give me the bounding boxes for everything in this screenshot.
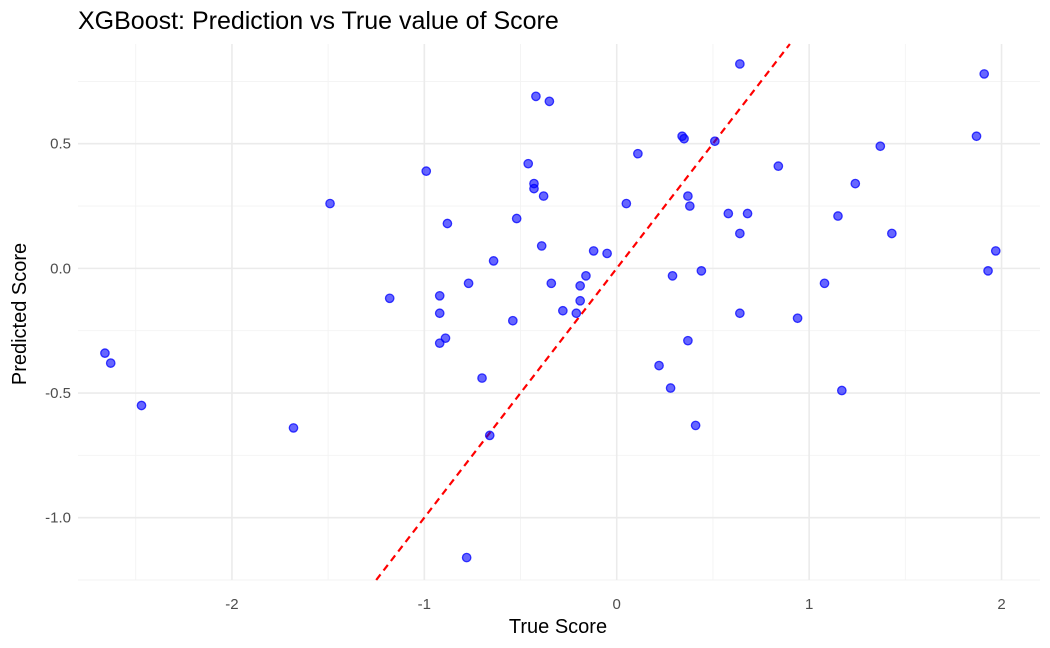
y-tick-label: -0.5 bbox=[45, 385, 71, 402]
data-point bbox=[983, 266, 993, 276]
data-point bbox=[971, 131, 982, 142]
data-point bbox=[100, 348, 110, 358]
data-point bbox=[575, 295, 586, 306]
data-point bbox=[665, 383, 676, 393]
data-point bbox=[833, 211, 843, 221]
data-point bbox=[544, 96, 555, 107]
data-point bbox=[288, 423, 299, 433]
x-tick-label: 2 bbox=[997, 596, 1005, 613]
data-point bbox=[136, 400, 147, 411]
data-point bbox=[709, 136, 720, 147]
data-point bbox=[690, 420, 701, 431]
data-point bbox=[990, 246, 1001, 256]
data-point bbox=[538, 191, 549, 201]
data-point bbox=[683, 191, 693, 201]
data-point bbox=[511, 213, 522, 224]
data-point bbox=[633, 148, 643, 159]
data-point bbox=[819, 278, 830, 289]
data-point bbox=[850, 178, 861, 189]
y-axis-ticks: -1.0 -0.5 0.0 0.5 bbox=[45, 136, 71, 527]
x-tick-label: -2 bbox=[225, 596, 238, 613]
data-point bbox=[581, 271, 591, 281]
data-point bbox=[684, 201, 695, 211]
data-point bbox=[696, 266, 707, 276]
data-point bbox=[421, 166, 432, 176]
data-point bbox=[434, 308, 445, 319]
data-point bbox=[529, 183, 539, 194]
data-point bbox=[875, 141, 886, 152]
data-point bbox=[575, 280, 586, 291]
data-point bbox=[523, 158, 534, 169]
x-tick-label: 1 bbox=[805, 596, 813, 613]
data-point bbox=[536, 241, 547, 251]
x-axis-title: True Score bbox=[509, 616, 607, 638]
data-point bbox=[887, 228, 897, 239]
x-axis-ticks: -2 -1 0 1 2 bbox=[225, 596, 1005, 613]
data-point bbox=[621, 198, 632, 209]
data-point bbox=[654, 360, 664, 371]
data-point bbox=[742, 208, 753, 219]
data-points bbox=[100, 59, 1001, 563]
y-tick-label: 0.0 bbox=[50, 260, 71, 277]
y-tick-label: 0.5 bbox=[50, 136, 71, 153]
data-point bbox=[105, 358, 116, 368]
y-axis-title: Predicted Score bbox=[9, 243, 31, 385]
data-point bbox=[667, 271, 678, 281]
data-point bbox=[571, 308, 582, 319]
data-point bbox=[434, 290, 445, 301]
data-point bbox=[979, 69, 990, 79]
data-point bbox=[325, 198, 335, 209]
data-point bbox=[602, 248, 612, 259]
data-point bbox=[836, 385, 847, 396]
data-point bbox=[546, 278, 557, 289]
y-tick-label: -1.0 bbox=[45, 510, 71, 527]
data-point bbox=[735, 308, 745, 319]
identity-reference-line bbox=[375, 43, 791, 581]
reference-line-group bbox=[375, 43, 791, 581]
data-point bbox=[477, 373, 487, 383]
data-point bbox=[683, 335, 693, 346]
data-point bbox=[463, 278, 474, 289]
x-tick-label: -1 bbox=[418, 596, 431, 613]
data-point bbox=[488, 256, 499, 266]
major-gridlines bbox=[78, 44, 1040, 580]
data-point bbox=[792, 313, 803, 324]
data-point bbox=[679, 133, 689, 144]
data-point bbox=[735, 228, 745, 239]
data-point bbox=[484, 430, 495, 441]
data-point bbox=[735, 59, 745, 69]
chart-title: XGBoost: Prediction vs True value of Sco… bbox=[78, 7, 559, 35]
data-point bbox=[531, 91, 541, 102]
x-tick-label: 0 bbox=[613, 596, 621, 613]
data-point bbox=[461, 552, 472, 563]
data-point bbox=[588, 246, 599, 256]
data-point bbox=[442, 218, 453, 229]
data-point bbox=[557, 305, 568, 316]
data-point bbox=[723, 208, 734, 219]
data-point bbox=[773, 161, 784, 172]
data-point bbox=[384, 293, 395, 304]
minor-gridlines bbox=[78, 44, 1040, 581]
data-point bbox=[507, 315, 518, 326]
data-point bbox=[440, 333, 451, 344]
